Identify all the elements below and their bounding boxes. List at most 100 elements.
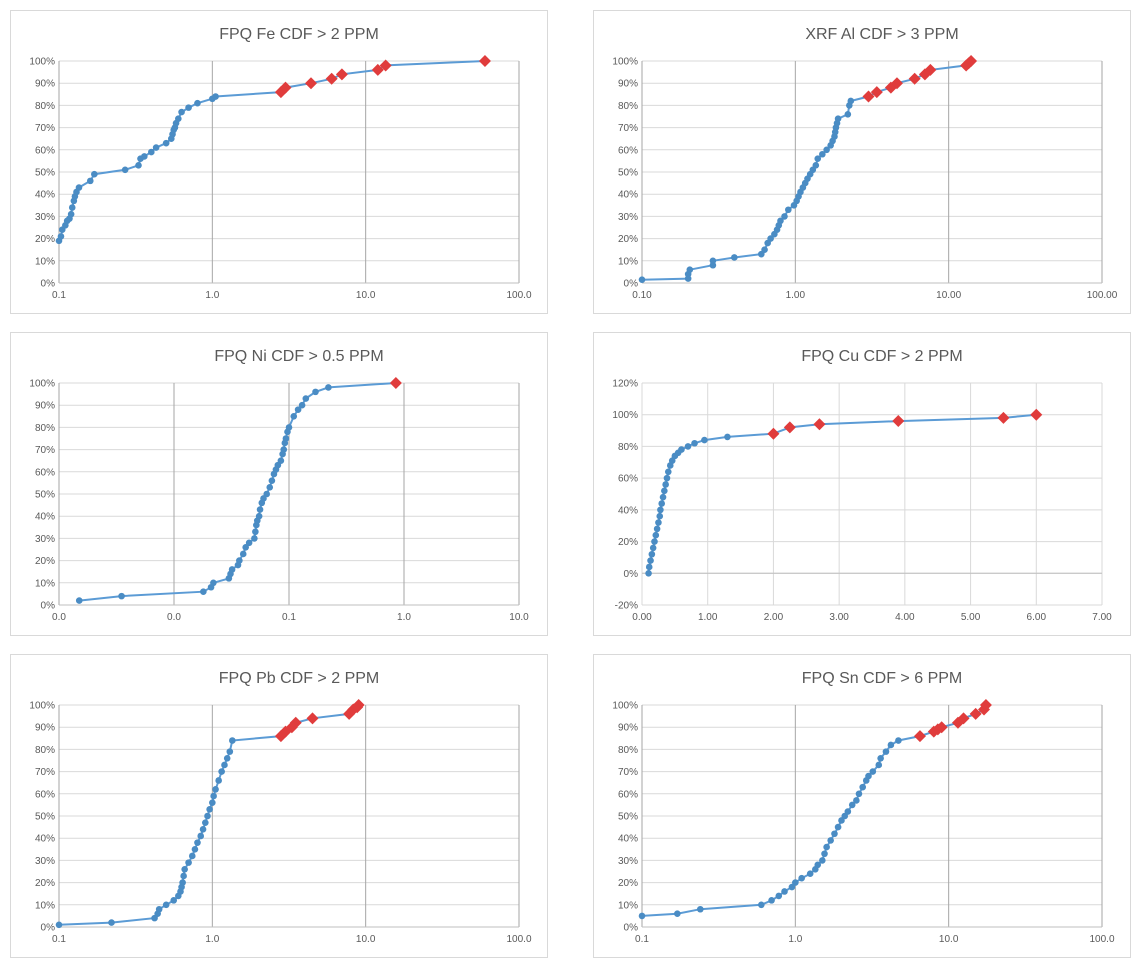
y-tick-label: 10%: [35, 900, 55, 911]
y-tick-label: 40%: [35, 190, 55, 201]
data-point: [302, 395, 310, 402]
y-tick-label: 90%: [35, 79, 55, 90]
y-tick-label: 50%: [618, 168, 638, 179]
data-point: [188, 852, 196, 860]
y-tick-label: 50%: [35, 490, 55, 501]
data-point: [280, 446, 288, 453]
y-tick-label: 0%: [624, 569, 639, 580]
data-point: [853, 797, 860, 804]
data-point: [294, 406, 302, 413]
chart-panel-ni: FPQ Ni CDF > 0.5 PPM 0% 10% 20% 30% 40% 50% 60%…: [10, 332, 548, 636]
x-tick-label: 10.00: [936, 290, 961, 301]
y-tick-label: 60%: [618, 145, 638, 156]
data-point: [834, 115, 842, 123]
y-tick-label: 60%: [35, 467, 55, 478]
data-point: [806, 870, 814, 878]
x-tick-label: 4.00: [895, 612, 915, 623]
x-tick-label: 0.0: [52, 612, 66, 623]
data-point: [226, 748, 234, 755]
data-point: [662, 481, 669, 488]
x-tick-label: 10.0: [356, 290, 376, 301]
data-point: [652, 531, 660, 539]
y-tick-label: 100%: [29, 701, 55, 712]
highlight-point: [978, 703, 991, 716]
y-tick-label: 60%: [618, 474, 638, 485]
highlight-point: [969, 707, 982, 720]
highlight-point: [870, 86, 883, 99]
data-point: [206, 806, 213, 813]
data-point: [121, 166, 129, 174]
data-point: [194, 839, 201, 846]
chart-title: FPQ Sn CDF > 6 PPM: [802, 670, 962, 687]
data-point: [75, 597, 83, 604]
data-point: [649, 544, 657, 552]
data-point: [638, 912, 646, 920]
highlight-point: [279, 81, 292, 94]
data-point: [814, 155, 822, 162]
data-point: [210, 792, 217, 800]
y-tick-label: 50%: [35, 168, 55, 179]
data-point: [252, 528, 259, 536]
x-tick-label: 6.00: [1027, 612, 1047, 623]
y-tick-label: 70%: [618, 123, 638, 134]
y-tick-label: 20%: [618, 537, 638, 548]
y-tick-label: 10%: [35, 578, 55, 589]
data-point: [194, 99, 201, 107]
data-point: [709, 257, 717, 265]
data-point: [210, 579, 217, 587]
data-point: [175, 115, 182, 123]
data-point: [266, 484, 274, 491]
y-tick-label: 90%: [35, 401, 55, 412]
data-point: [181, 865, 188, 873]
highlight-point: [892, 415, 905, 428]
data-point: [819, 150, 826, 158]
highlight-point: [1030, 408, 1043, 421]
data-point: [197, 832, 205, 840]
chart-panel-al: XRF Al CDF > 3 PPM 0% 10% 20% 30% 40% 50% 60% 70…: [593, 10, 1131, 314]
data-point: [895, 737, 902, 744]
data-point: [162, 901, 170, 909]
data-point: [758, 901, 765, 909]
highlight-point: [352, 699, 365, 711]
chart-title: XRF Al CDF > 3 PPM: [805, 26, 958, 43]
data-point: [209, 799, 216, 806]
highlight-point: [935, 721, 948, 734]
chart-title: FPQ Cu CDF > 2 PPM: [801, 348, 962, 365]
data-point: [312, 388, 319, 396]
data-point: [724, 433, 731, 441]
x-tick-label: 100.00: [1087, 290, 1118, 301]
x-tick-label: 0.1: [635, 934, 649, 945]
y-tick-label: 30%: [35, 534, 55, 545]
data-point: [118, 592, 125, 600]
y-tick-label: 80%: [35, 101, 55, 112]
chart-panel-pb: FPQ Pb CDF > 2 PPM 0% 10% 20% 30% 40% 50% 60% 70…: [10, 654, 548, 958]
data-point: [200, 588, 207, 595]
data-point: [57, 233, 65, 240]
data-point: [204, 812, 211, 820]
data-point: [180, 872, 187, 880]
data-point: [855, 790, 863, 798]
y-tick-label: 70%: [35, 445, 55, 456]
data-point: [290, 413, 298, 420]
series-line: [58, 60, 486, 242]
data-point: [686, 266, 694, 273]
y-tick-label: 80%: [618, 745, 638, 756]
highlight-point: [913, 730, 926, 743]
y-tick-label: -20%: [615, 601, 638, 612]
y-tick-label: 80%: [618, 101, 638, 112]
data-point: [781, 213, 788, 220]
data-point: [239, 550, 247, 558]
data-point: [212, 786, 219, 793]
y-tick-label: 20%: [35, 556, 55, 567]
y-tick-label: 100%: [29, 379, 55, 390]
data-point: [67, 210, 75, 218]
data-point: [202, 819, 209, 826]
y-tick-label: 50%: [35, 812, 55, 823]
highlight-point: [997, 411, 1010, 424]
data-point: [834, 823, 842, 831]
data-point: [645, 563, 653, 571]
y-tick-label: 20%: [35, 878, 55, 889]
data-point: [179, 879, 186, 886]
data-point: [325, 384, 332, 391]
y-tick-label: 80%: [618, 442, 638, 453]
